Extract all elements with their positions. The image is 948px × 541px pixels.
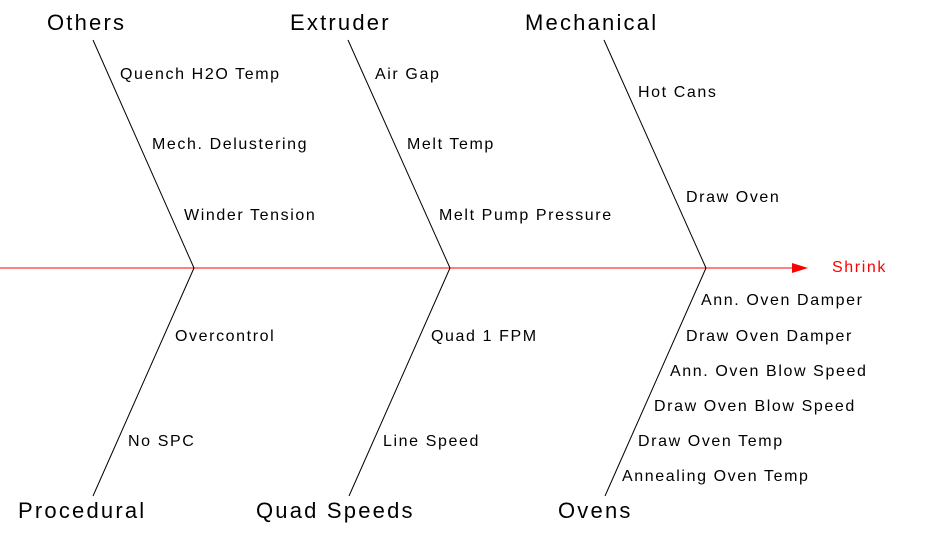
bone-quad-speeds <box>348 267 451 497</box>
cause-draw-oven: Draw Oven <box>686 189 781 206</box>
cause-mech-delustering: Mech. Delustering <box>152 136 309 153</box>
bone-mechanical <box>603 39 707 269</box>
category-quad-speeds: Quad Speeds <box>256 498 415 523</box>
category-mechanical: Mechanical <box>525 10 659 35</box>
cause-ann-oven-blow-speed: Ann. Oven Blow Speed <box>670 363 868 380</box>
cause-hot-cans: Hot Cans <box>638 84 718 101</box>
bone-others <box>92 39 195 269</box>
cause-ann-oven-damper: Ann. Oven Damper <box>701 292 864 309</box>
category-ovens: Ovens <box>558 498 633 523</box>
cause-line-speed: Line Speed <box>383 433 480 450</box>
cause-melt-temp: Melt Temp <box>407 136 495 153</box>
category-extruder: Extruder <box>290 10 391 35</box>
cause-draw-oven-temp: Draw Oven Temp <box>638 433 784 450</box>
cause-winder-tension: Winder Tension <box>184 207 317 224</box>
bone-procedural <box>92 267 195 497</box>
cause-quench-h2o-temp: Quench H2O Temp <box>120 66 281 83</box>
bone-ovens <box>604 267 707 497</box>
category-others: Others <box>47 10 127 35</box>
cause-annealing-oven-temp: Annealing Oven Temp <box>622 468 810 485</box>
spine-arrowhead <box>792 263 808 273</box>
cause-melt-pump-pressure: Melt Pump Pressure <box>439 207 613 224</box>
cause-draw-oven-blow-speed: Draw Oven Blow Speed <box>654 398 856 415</box>
bone-extruder <box>347 39 451 269</box>
cause-quad-1-fpm: Quad 1 FPM <box>431 328 538 345</box>
cause-overcontrol: Overcontrol <box>175 328 276 345</box>
cause-air-gap: Air Gap <box>375 66 441 83</box>
category-procedural: Procedural <box>18 498 147 523</box>
cause-no-spc: No SPC <box>128 433 196 450</box>
cause-draw-oven-damper: Draw Oven Damper <box>686 328 853 345</box>
effect-label: Shrink <box>832 259 887 276</box>
